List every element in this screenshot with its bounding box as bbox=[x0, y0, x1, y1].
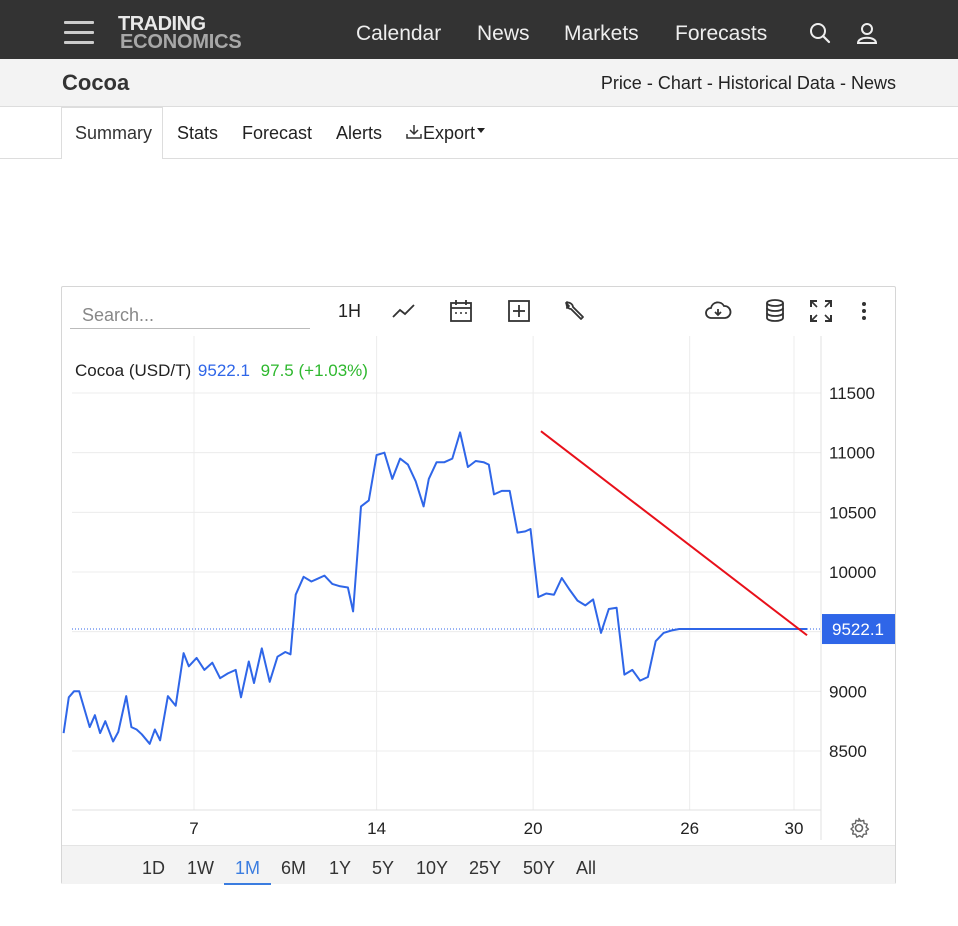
logo-line2: ECONOMICS bbox=[120, 31, 242, 53]
gear-icon[interactable] bbox=[848, 817, 870, 839]
user-icon[interactable] bbox=[855, 21, 879, 45]
calendar-icon[interactable] bbox=[448, 298, 474, 324]
download-icon bbox=[406, 125, 422, 139]
range-1y[interactable]: 1Y bbox=[329, 858, 352, 878]
sub-header bbox=[0, 59, 958, 107]
link-chart[interactable]: Chart bbox=[657, 73, 702, 93]
range-25y[interactable]: 25Y bbox=[469, 858, 502, 878]
legend-change-pct: (+1.03%) bbox=[298, 361, 368, 380]
tab-forecast[interactable]: Forecast bbox=[242, 123, 313, 143]
separator: - bbox=[839, 73, 846, 93]
search-icon[interactable] bbox=[808, 21, 832, 45]
page-title: Cocoa bbox=[62, 70, 130, 95]
line-chart-icon[interactable] bbox=[391, 298, 417, 324]
fullscreen-icon[interactable] bbox=[808, 298, 834, 324]
range-6m[interactable]: 6M bbox=[281, 858, 307, 878]
link-news[interactable]: News bbox=[850, 73, 896, 93]
tab-summary[interactable]: Summary bbox=[75, 123, 153, 143]
wrench-icon[interactable] bbox=[561, 298, 587, 324]
sub-links: Price - Chart - Historical Data - News bbox=[601, 73, 896, 94]
chart-search-input[interactable] bbox=[80, 304, 304, 327]
legend-price: 9522.1 bbox=[197, 361, 250, 380]
chart-legend: Cocoa (USD/T) 9522.1 97.5 (+1.03%) bbox=[75, 361, 368, 381]
tab-export[interactable]: Export bbox=[405, 123, 487, 144]
nav-forecasts[interactable]: Forecasts bbox=[675, 22, 768, 45]
link-price[interactable]: Price bbox=[600, 73, 642, 93]
active-range-underline bbox=[224, 883, 271, 885]
range-1m[interactable]: 1M bbox=[235, 858, 261, 878]
range-1w[interactable]: 1W bbox=[187, 858, 214, 878]
legend-name: Cocoa (USD/T) bbox=[75, 361, 192, 380]
legend-change: 97.5 bbox=[260, 361, 294, 380]
range-50y[interactable]: 50Y bbox=[523, 858, 556, 878]
more-menu-icon[interactable] bbox=[856, 298, 872, 324]
range-5y[interactable]: 5Y bbox=[372, 858, 395, 878]
nav-calendar[interactable]: Calendar bbox=[356, 22, 442, 45]
tab-stats[interactable]: Stats bbox=[177, 123, 219, 143]
tab-alerts[interactable]: Alerts bbox=[336, 123, 383, 143]
range-10y[interactable]: 10Y bbox=[416, 858, 449, 878]
caret-down-icon bbox=[477, 128, 486, 133]
range-selector-bar bbox=[62, 845, 895, 884]
link-historical-data[interactable]: Historical Data bbox=[717, 73, 835, 93]
add-indicator-icon[interactable] bbox=[506, 298, 532, 324]
nav-news[interactable]: News bbox=[477, 22, 530, 45]
cloud-download-icon[interactable] bbox=[704, 298, 732, 324]
chart-search bbox=[70, 300, 310, 329]
tab-export-label: Export bbox=[423, 123, 476, 143]
top-nav-bar bbox=[0, 0, 958, 59]
menu-icon[interactable] bbox=[64, 19, 94, 45]
separator: - bbox=[646, 73, 653, 93]
tab-summary-active-bg bbox=[61, 107, 163, 159]
interval-button[interactable]: 1H bbox=[338, 301, 362, 321]
logo[interactable]: TRADING ECONOMICS bbox=[118, 14, 268, 52]
tabs-bar bbox=[0, 107, 958, 159]
logo-line1: TRADING bbox=[118, 13, 206, 35]
nav-markets[interactable]: Markets bbox=[564, 22, 639, 45]
range-all[interactable]: All bbox=[576, 858, 597, 878]
database-icon[interactable] bbox=[763, 298, 787, 324]
range-1d[interactable]: 1D bbox=[142, 858, 166, 878]
separator: - bbox=[706, 73, 713, 93]
